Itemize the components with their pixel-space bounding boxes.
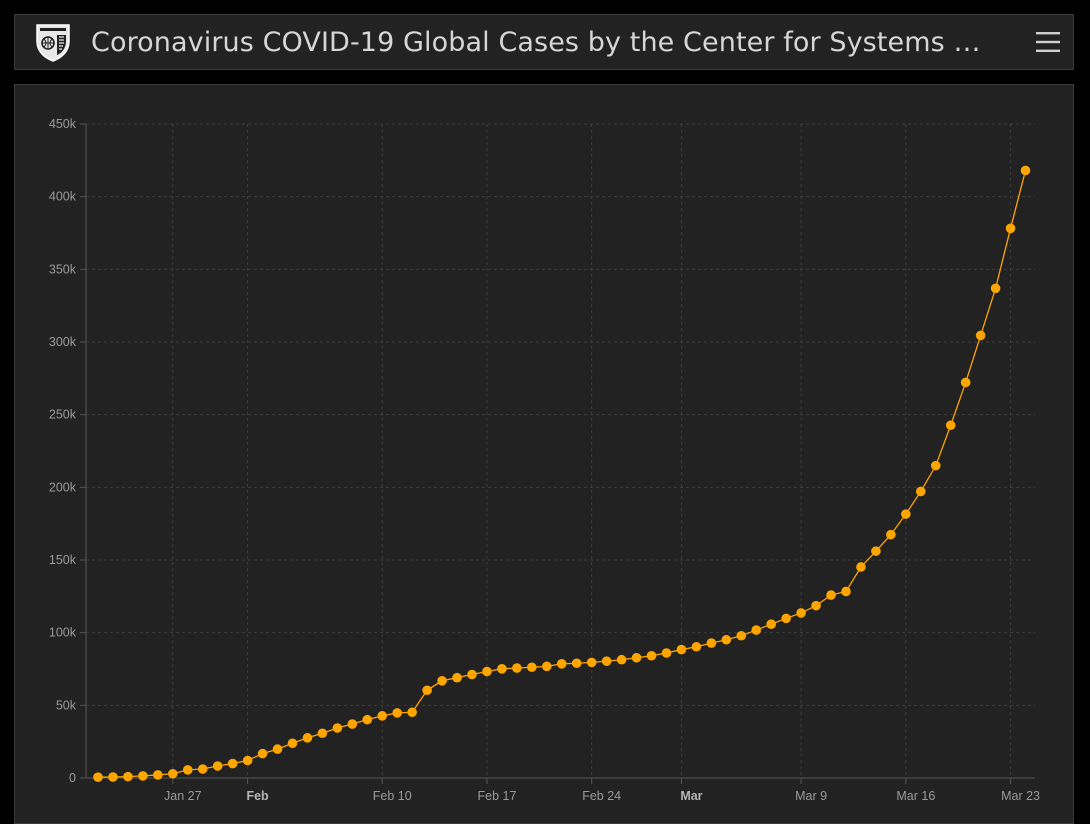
data-point	[392, 708, 403, 718]
global-cases-line-chart: 0 50k 100k 150k 200k 250k 300k 350k 400k 450k Jan…	[49, 117, 1040, 803]
data-point	[586, 657, 597, 668]
x-tick-label: Mar 16	[896, 789, 935, 803]
data-point	[153, 770, 163, 780]
data-point	[781, 613, 791, 624]
data-point	[467, 669, 477, 680]
data-point	[990, 283, 1001, 294]
data-point	[422, 685, 432, 696]
data-point	[1005, 223, 1016, 234]
data-point	[1020, 165, 1031, 176]
x-tick-label: Feb 24	[582, 789, 621, 803]
data-point	[257, 748, 268, 759]
data-point	[287, 738, 298, 749]
data-point	[182, 765, 193, 775]
data-point	[138, 771, 148, 781]
x-axis-ticks: Jan 27 Feb Feb 10 Feb 17 Feb 24 Mar Mar 9 Mar 1…	[164, 778, 1040, 803]
data-point	[168, 768, 178, 779]
data-point	[945, 420, 956, 431]
page-title: Coronavirus COVID-19 Global Cases by the…	[91, 27, 981, 58]
x-tick-label: Mar 23	[1001, 789, 1040, 803]
data-point	[377, 711, 388, 721]
app-header: Coronavirus COVID-19 Global Cases by the…	[14, 14, 1074, 70]
x-tick-label: Mar 9	[795, 789, 827, 803]
y-tick-label: 50k	[56, 698, 77, 712]
hamburger-menu-icon[interactable]	[1035, 27, 1061, 57]
data-point	[542, 661, 552, 672]
data-point	[123, 771, 133, 782]
data-point	[452, 672, 462, 683]
data-point	[631, 652, 642, 663]
data-point	[437, 675, 447, 686]
data-point	[302, 733, 313, 743]
data-point	[706, 638, 717, 648]
data-point	[916, 486, 926, 497]
data-point	[616, 654, 627, 665]
y-axis-ticks: 0 50k 100k 150k 200k 250k 300k 350k 400k 450k	[49, 117, 86, 785]
x-tick-label: Feb 17	[477, 789, 516, 803]
data-point	[482, 666, 492, 677]
data-point	[601, 656, 612, 666]
data-point	[886, 529, 896, 540]
data-point	[736, 630, 747, 641]
x-tick-label: Jan 27	[164, 789, 202, 803]
university-shield-icon	[36, 24, 70, 62]
data-point	[796, 608, 806, 618]
data-point	[975, 330, 986, 341]
y-tick-label: 350k	[49, 262, 77, 276]
data-point	[227, 758, 238, 769]
x-tick-label: Feb 10	[373, 789, 412, 803]
data-point	[497, 664, 507, 674]
data-point	[960, 377, 971, 388]
data-point	[93, 772, 103, 782]
x-tick-label: Feb	[246, 789, 269, 803]
data-point	[691, 641, 702, 652]
y-tick-label: 150k	[49, 553, 77, 567]
data-point	[766, 619, 776, 629]
data-point	[571, 658, 582, 669]
data-point	[212, 761, 223, 771]
data-point	[930, 460, 941, 471]
data-point	[108, 772, 118, 782]
data-point	[901, 509, 911, 519]
x-tick-label: Mar	[680, 789, 702, 803]
data-point	[332, 723, 343, 733]
y-tick-label: 400k	[49, 190, 77, 204]
data-point	[841, 586, 851, 597]
y-tick-label: 300k	[49, 335, 77, 349]
data-point	[751, 625, 762, 635]
y-tick-label: 450k	[49, 117, 77, 131]
data-point	[871, 546, 881, 556]
chart-axes	[85, 124, 1035, 779]
y-tick-label: 200k	[49, 480, 77, 494]
data-point	[676, 644, 687, 655]
data-point	[407, 707, 417, 718]
chart-panel: 0 50k 100k 150k 200k 250k 300k 350k 400k 450k Jan…	[14, 84, 1074, 824]
data-point	[272, 744, 283, 754]
data-point	[661, 648, 672, 658]
data-point	[556, 659, 567, 669]
series-line	[97, 170, 1027, 778]
data-point	[362, 714, 373, 725]
y-tick-label: 100k	[49, 626, 77, 640]
data-point	[826, 590, 836, 600]
data-point	[242, 755, 253, 766]
y-tick-label: 0	[69, 771, 76, 785]
data-point	[856, 562, 866, 572]
chart-grid	[86, 123, 1035, 778]
data-point	[527, 662, 537, 673]
data-point	[811, 600, 821, 611]
data-point	[721, 634, 732, 645]
data-point	[512, 663, 522, 673]
data-point	[347, 719, 358, 729]
y-tick-label: 250k	[49, 408, 77, 422]
data-point	[317, 728, 328, 739]
series-points	[93, 165, 1031, 782]
data-point	[197, 764, 208, 774]
data-point	[646, 650, 657, 661]
